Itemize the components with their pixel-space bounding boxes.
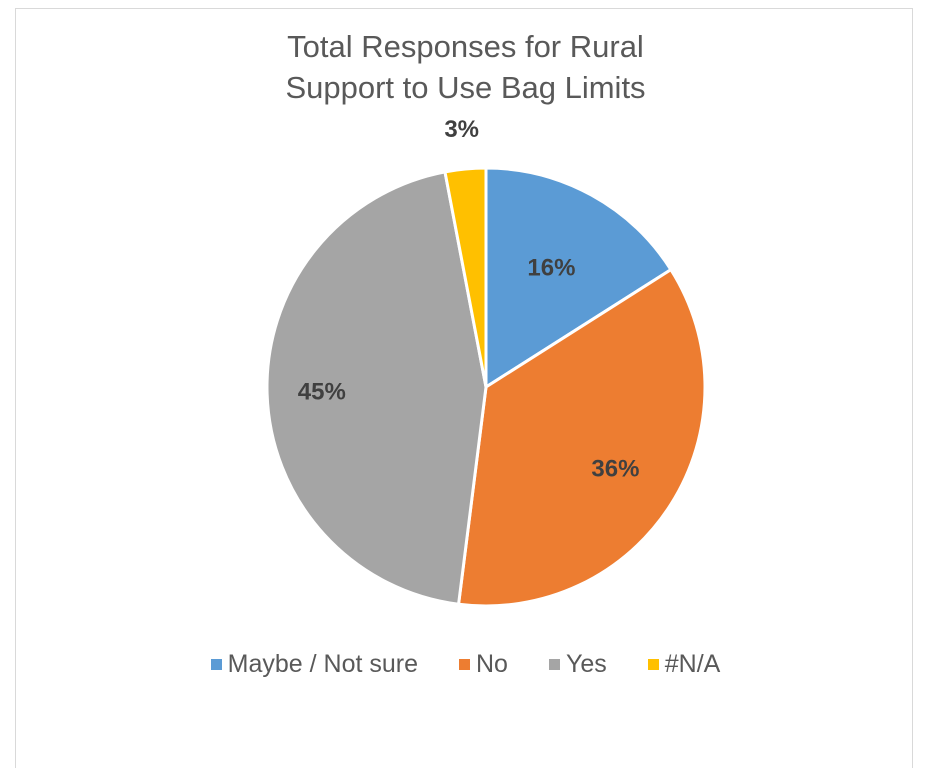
legend-item-n-a: #N/A [647, 650, 721, 679]
data-label-n-a: 3% [444, 116, 479, 143]
pie-slice-no [457, 268, 707, 608]
legend-swatch-maybe-not-sure [210, 659, 222, 670]
chart-title-line-2: Support to Use Bag Limits [285, 70, 646, 105]
pie-chart: 16% 36% 45% 3% [265, 116, 707, 608]
legend-label-no: No [476, 650, 508, 678]
data-label-no: 36% [591, 456, 639, 483]
legend-swatch-yes [548, 659, 560, 670]
legend-item-no: No [459, 650, 508, 679]
pie-slice-yes [265, 170, 488, 606]
legend-swatch-no [459, 659, 470, 670]
legend-label-n-a: #N/A [664, 650, 721, 678]
legend-label-yes: Yes [565, 650, 607, 678]
legend-item-maybe-not-sure: Maybe / Not sure [210, 650, 418, 679]
pie-slice-maybe-not-sure [484, 166, 673, 389]
chart-legend: Maybe / Not sure No Yes #N/A [0, 650, 931, 679]
legend-label-maybe-not-sure: Maybe / Not sure [227, 650, 418, 678]
chart-title-line-1: Total Responses for Rural [287, 29, 644, 64]
legend-swatch-n-a [647, 659, 659, 670]
data-label-maybe-not-sure: 16% [527, 255, 575, 282]
legend-item-yes: Yes [548, 650, 607, 679]
pie-slice-n-a [443, 166, 488, 389]
data-label-yes: 45% [298, 379, 346, 406]
chart-title: Total Responses for Rural Support to Use… [0, 26, 931, 108]
